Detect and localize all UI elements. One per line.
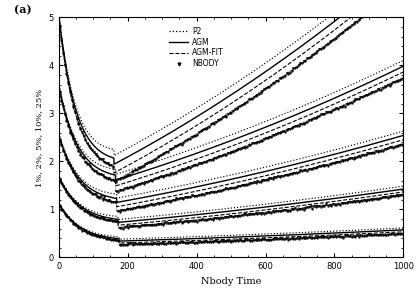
Legend: P2, AGM, AGM-FIT, NBODY: P2, AGM, AGM-FIT, NBODY: [166, 23, 227, 71]
X-axis label: Nbody Time: Nbody Time: [201, 277, 261, 286]
Y-axis label: 1%, 2%, 5%, 10%, 25%: 1%, 2%, 5%, 10%, 25%: [35, 88, 43, 186]
Text: (a): (a): [14, 4, 32, 15]
